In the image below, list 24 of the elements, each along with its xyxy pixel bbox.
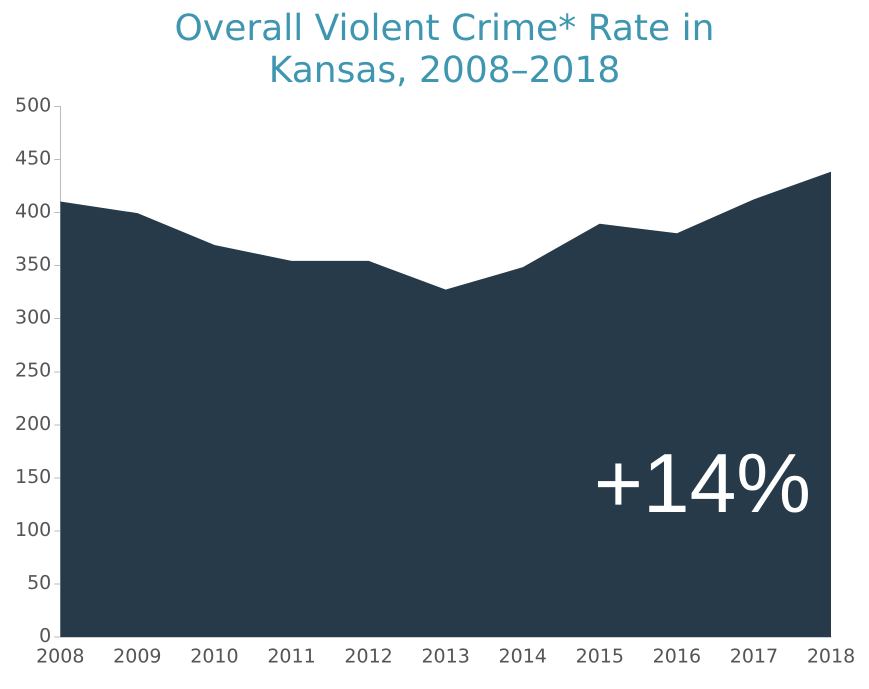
x-tick-label: 2015 bbox=[576, 646, 624, 668]
y-tick-label: 400 bbox=[15, 200, 52, 222]
x-tick-label: 2013 bbox=[421, 646, 470, 668]
y-tick-label: 100 bbox=[15, 518, 52, 541]
x-tick-label: 2010 bbox=[190, 646, 239, 668]
x-tick-label: 2009 bbox=[113, 646, 162, 668]
x-tick-label: 2014 bbox=[498, 646, 547, 668]
y-tick-label: 150 bbox=[15, 466, 52, 488]
y-tick-label: 450 bbox=[15, 147, 52, 170]
x-tick-label: 2017 bbox=[730, 646, 778, 668]
x-tick-label: 2011 bbox=[267, 646, 316, 668]
y-tick-label: 300 bbox=[15, 306, 52, 329]
x-tick-label: 2012 bbox=[344, 646, 393, 668]
x-tick-label: 2016 bbox=[652, 646, 702, 668]
annotation: +14% bbox=[594, 436, 811, 530]
y-tick-label: 200 bbox=[15, 412, 52, 435]
y-tick-label: 350 bbox=[15, 254, 52, 276]
chart-title: Overall Violent Crime* Rate in Kansas, 2008–2018 bbox=[174, 8, 716, 92]
x-tick-label: 2018 bbox=[806, 646, 856, 668]
y-tick-label: 250 bbox=[15, 360, 52, 382]
x-tick-label: 2008 bbox=[36, 646, 84, 668]
y-tick-label: 50 bbox=[27, 572, 52, 594]
y-tick-label: 0 bbox=[39, 625, 52, 648]
y-tick-label: 500 bbox=[15, 94, 52, 116]
